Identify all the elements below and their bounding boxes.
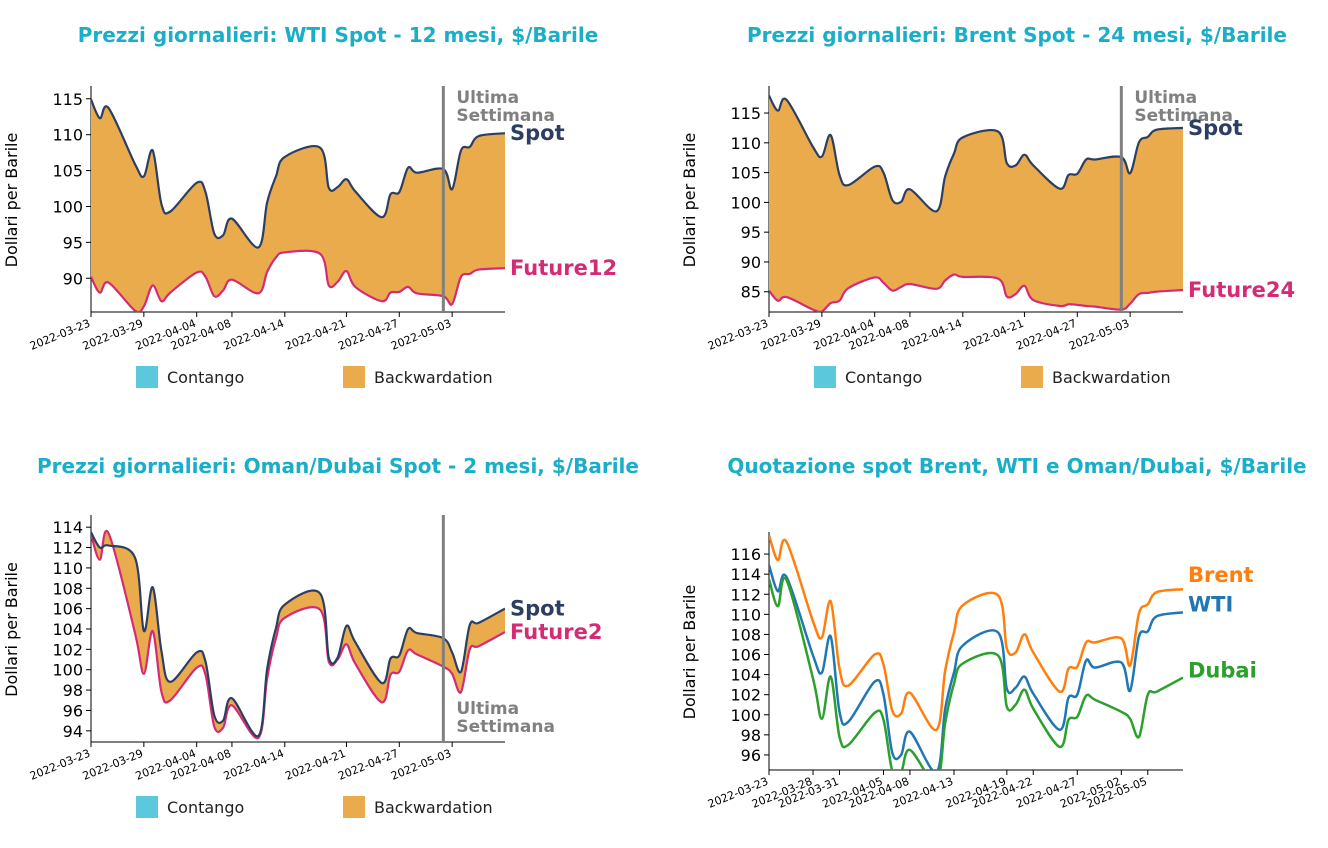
spread-area	[769, 95, 1183, 312]
spot-line	[91, 531, 505, 738]
y-tick-label: 105	[730, 164, 761, 183]
y-tick-label: 98	[63, 681, 83, 700]
series-line-wti	[769, 564, 1183, 770]
y-tick-label: 104	[730, 666, 761, 685]
legend-label-backwardation: Backwardation	[374, 368, 493, 387]
series-line-dubai	[769, 576, 1183, 770]
spot-end-label: Spot	[510, 121, 565, 145]
y-tick-label: 110	[52, 559, 83, 578]
y-tick-label: 90	[741, 253, 761, 272]
y-axis-label: Dollari per Barile	[2, 562, 21, 697]
y-tick-label: 110	[730, 134, 761, 153]
future-line	[91, 249, 505, 312]
y-tick-label: 112	[730, 585, 761, 604]
x-tick-label: 2022-04-14	[222, 747, 286, 783]
chart-title: Prezzi giornalieri: Brent Spot - 24 mesi…	[747, 23, 1287, 47]
y-tick-label: 90	[63, 269, 83, 288]
spread-area	[91, 99, 505, 312]
y-tick-label: 102	[730, 686, 761, 705]
y-tick-label: 96	[741, 746, 761, 765]
x-tick-label: 2022-04-14	[900, 317, 964, 353]
legend: Contango Backwardation	[136, 796, 493, 818]
marker-label-line1: Ultima	[1134, 88, 1197, 108]
future-line	[91, 529, 505, 740]
x-tick-label: 2022-05-03	[1067, 317, 1131, 353]
series-end-label-wti: WTI	[1188, 592, 1233, 616]
legend-swatch-contango	[814, 366, 836, 388]
chart-title: Prezzi giornalieri: Oman/Dubai Spot - 2 …	[37, 454, 639, 478]
spot-line	[769, 95, 1183, 213]
legend-swatch-backwardation	[1021, 366, 1043, 388]
y-tick-label: 94	[63, 722, 83, 741]
y-axis-label: Dollari per Barile	[680, 133, 699, 268]
x-tick-label: 2022-05-03	[389, 747, 453, 783]
y-tick-label: 116	[730, 545, 761, 564]
chart-panel-3: Prezzi giornalieri: Oman/Dubai Spot - 2 …	[2, 454, 639, 818]
y-axis-label: Dollari per Barile	[2, 133, 21, 268]
spot-end-label: Spot	[1188, 116, 1243, 140]
y-tick-label: 112	[52, 539, 83, 558]
y-tick-label: 115	[52, 90, 83, 109]
y-tick-label: 115	[730, 104, 761, 123]
legend-label-contango: Contango	[845, 368, 922, 387]
series-end-label-brent: Brent	[1188, 563, 1254, 587]
y-tick-label: 104	[52, 620, 83, 639]
x-tick-label: 2022-05-03	[389, 317, 453, 353]
y-tick-label: 105	[52, 162, 83, 181]
y-tick-label: 96	[63, 701, 83, 720]
marker-label-line2: Settimana	[456, 717, 555, 737]
chart-title: Quotazione spot Brent, WTI e Oman/Dubai,…	[727, 454, 1306, 478]
spot-end-label: Spot	[510, 597, 565, 621]
x-tick-label: 2022-04-14	[222, 317, 286, 353]
y-tick-label: 110	[52, 126, 83, 145]
y-tick-label: 95	[63, 233, 83, 252]
y-tick-label: 102	[52, 640, 83, 659]
y-tick-label: 95	[741, 223, 761, 242]
legend-swatch-backwardation	[343, 366, 365, 388]
chart-title: Prezzi giornalieri: WTI Spot - 12 mesi, …	[78, 23, 599, 47]
y-tick-label: 100	[730, 193, 761, 212]
legend-label-backwardation: Backwardation	[374, 798, 493, 817]
future-line	[769, 273, 1183, 312]
chart-panel-1: Prezzi giornalieri: WTI Spot - 12 mesi, …	[2, 23, 617, 388]
legend-swatch-backwardation	[343, 796, 365, 818]
marker-label-line2: Settimana	[1134, 106, 1233, 126]
legend-label-contango: Contango	[167, 368, 244, 387]
future-end-label: Future2	[510, 620, 602, 644]
legend-label-backwardation: Backwardation	[1052, 368, 1171, 387]
legend-label-contango: Contango	[167, 798, 244, 817]
series-end-label-dubai: Dubai	[1188, 659, 1257, 683]
future-end-label: Future12	[510, 256, 617, 280]
y-tick-label: 114	[52, 518, 83, 537]
y-tick-label: 85	[741, 283, 761, 302]
series-line-brent	[769, 534, 1183, 732]
spot-line	[91, 99, 505, 249]
legend: Contango Backwardation	[814, 366, 1171, 388]
marker-label-line1: Ultima	[456, 88, 519, 108]
legend-swatch-contango	[136, 366, 158, 388]
y-tick-label: 98	[741, 726, 761, 745]
y-tick-label: 100	[52, 661, 83, 680]
y-tick-label: 110	[730, 605, 761, 624]
chart-panel-4: Quotazione spot Brent, WTI e Oman/Dubai,…	[680, 454, 1307, 811]
marker-label-line1: Ultima	[456, 699, 519, 719]
legend-swatch-contango	[136, 796, 158, 818]
y-tick-label: 100	[730, 706, 761, 725]
y-tick-label: 108	[730, 625, 761, 644]
y-tick-label: 108	[52, 579, 83, 598]
y-tick-label: 106	[730, 646, 761, 665]
marker-label-line2: Settimana	[456, 106, 555, 126]
y-tick-label: 106	[52, 600, 83, 619]
chart-panel-2: Prezzi giornalieri: Brent Spot - 24 mesi…	[680, 23, 1295, 388]
legend: Contango Backwardation	[136, 366, 493, 388]
y-axis-label: Dollari per Barile	[680, 585, 699, 720]
y-tick-label: 100	[52, 197, 83, 216]
y-tick-label: 114	[730, 565, 761, 584]
future-end-label: Future24	[1188, 278, 1295, 302]
